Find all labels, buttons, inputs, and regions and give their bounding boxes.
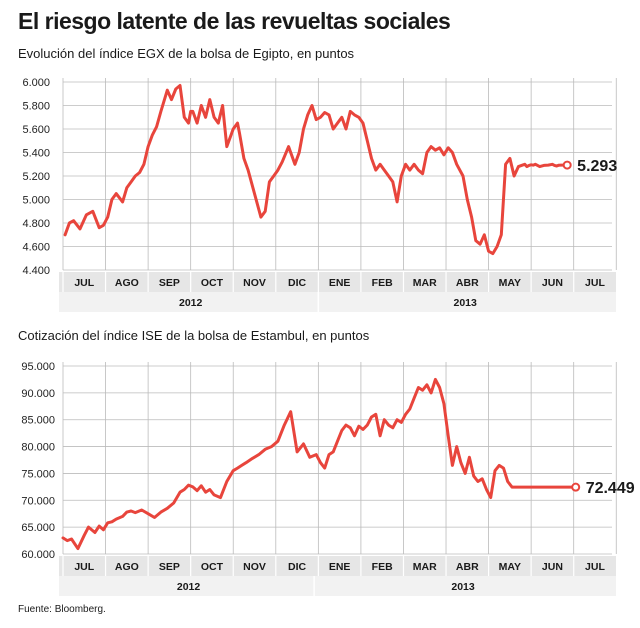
- x-tick-label: DIC: [288, 561, 307, 573]
- egx-chart-subtitle: Evolución del índice EGX de la bolsa de …: [18, 46, 355, 61]
- y-tick-label: 70.000: [21, 495, 55, 507]
- x-tick-label: MAY: [499, 277, 521, 289]
- y-tick-label: 4.600: [22, 242, 50, 254]
- month-axis-band: [59, 556, 616, 576]
- year-label: 2012: [179, 297, 203, 309]
- x-tick-label: JUN: [542, 561, 563, 573]
- x-tick-label: ABR: [456, 561, 479, 573]
- y-tick-label: 5.000: [22, 195, 50, 207]
- x-tick-label: MAR: [413, 561, 437, 573]
- x-tick-label: MAR: [413, 277, 437, 289]
- y-tick-label: 85.000: [21, 415, 55, 427]
- x-tick-label: ENE: [329, 561, 351, 573]
- ise-chart-subtitle: Cotización del índice ISE de la bolsa de…: [18, 328, 370, 343]
- y-tick-label: 5.600: [22, 124, 50, 136]
- year-axis-band: [59, 292, 616, 312]
- year-label: 2012: [177, 581, 201, 593]
- x-tick-label: MAY: [499, 561, 521, 573]
- y-tick-label: 75.000: [21, 468, 55, 480]
- x-tick-label: FEB: [372, 277, 393, 289]
- x-tick-label: JUL: [585, 277, 605, 289]
- month-axis-band: [59, 272, 616, 292]
- series-line: [63, 84, 567, 256]
- chart-title: El riesgo latente de las revueltas socia…: [18, 8, 451, 34]
- year-label: 2013: [451, 581, 475, 593]
- year-axis-band: [59, 576, 616, 596]
- x-tick-label: JUL: [74, 561, 94, 573]
- y-tick-label: 95.000: [21, 361, 55, 373]
- x-tick-label: FEB: [372, 561, 393, 573]
- x-tick-label: JUL: [74, 277, 94, 289]
- x-tick-label: NOV: [243, 561, 266, 573]
- y-tick-label: 4.400: [22, 265, 50, 277]
- y-tick-label: 5.800: [22, 101, 50, 113]
- y-tick-label: 5.400: [22, 148, 50, 160]
- y-tick-label: 80.000: [21, 442, 55, 454]
- x-tick-label: ENE: [329, 277, 351, 289]
- x-tick-label: ABR: [456, 277, 479, 289]
- end-value-label: 72.449: [586, 480, 635, 497]
- source-note: Fuente: Bloomberg.: [18, 604, 106, 615]
- series-line: [61, 377, 576, 551]
- end-point-marker: [571, 482, 581, 492]
- end-point-marker: [562, 160, 572, 170]
- end-value-label: 5.293: [577, 158, 617, 175]
- x-tick-label: OCT: [201, 277, 224, 289]
- y-tick-label: 6.000: [22, 77, 50, 89]
- x-tick-label: OCT: [201, 561, 224, 573]
- x-tick-label: SEP: [159, 561, 180, 573]
- year-label: 2013: [453, 297, 477, 309]
- x-tick-label: SEP: [159, 277, 180, 289]
- x-tick-label: NOV: [243, 277, 266, 289]
- x-tick-label: DIC: [288, 277, 307, 289]
- y-tick-label: 5.200: [22, 171, 50, 183]
- y-tick-label: 4.800: [22, 218, 50, 230]
- x-tick-label: AGO: [115, 277, 139, 289]
- x-tick-label: AGO: [115, 561, 139, 573]
- y-tick-label: 65.000: [21, 522, 55, 534]
- x-tick-label: JUL: [585, 561, 605, 573]
- y-tick-label: 60.000: [21, 549, 55, 561]
- y-tick-label: 90.000: [21, 388, 55, 400]
- x-tick-label: JUN: [542, 277, 563, 289]
